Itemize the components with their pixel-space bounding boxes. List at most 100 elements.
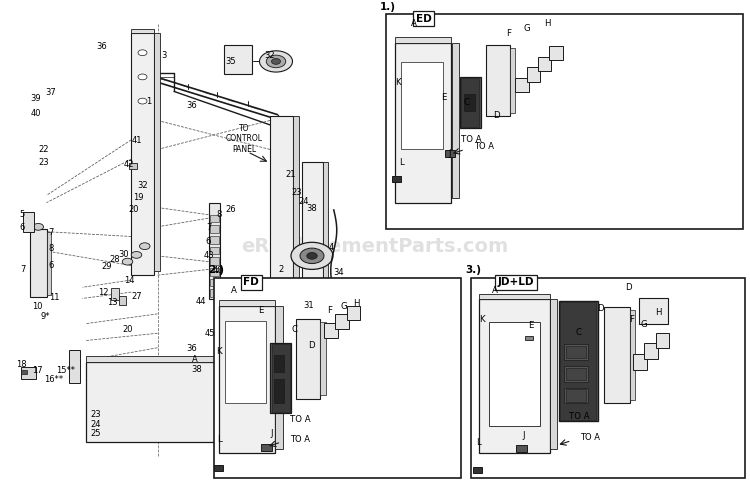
Bar	[656, 333, 669, 348]
Text: E: E	[528, 322, 534, 330]
Bar	[633, 354, 646, 369]
Text: F: F	[328, 305, 332, 315]
Bar	[564, 345, 588, 360]
Bar	[460, 77, 481, 128]
Bar	[395, 37, 451, 43]
Bar	[154, 33, 160, 271]
Text: 23: 23	[291, 188, 302, 198]
Bar	[564, 388, 588, 404]
Text: 7: 7	[48, 228, 54, 237]
Text: 43: 43	[203, 251, 214, 261]
Text: TO A: TO A	[580, 433, 601, 442]
Text: 5: 5	[20, 210, 26, 219]
Text: D: D	[494, 111, 500, 120]
Text: 12: 12	[98, 287, 109, 297]
Text: TO A: TO A	[568, 412, 590, 421]
Bar	[392, 176, 400, 182]
Text: 37: 37	[46, 88, 56, 97]
Bar	[525, 336, 532, 341]
Bar	[302, 162, 322, 306]
Text: H: H	[353, 299, 359, 308]
Bar	[515, 78, 529, 92]
Text: C: C	[291, 325, 297, 334]
Bar	[219, 300, 275, 305]
Text: K: K	[216, 347, 222, 356]
Text: 35: 35	[226, 57, 236, 66]
Text: 40: 40	[212, 266, 223, 275]
Bar	[489, 322, 540, 426]
Bar	[322, 162, 328, 303]
Text: 4: 4	[328, 243, 334, 252]
Bar	[550, 299, 557, 449]
Text: F: F	[629, 315, 634, 324]
Text: 6: 6	[206, 237, 212, 246]
Text: 9*: 9*	[40, 312, 50, 321]
Text: 2.): 2.)	[208, 265, 224, 275]
Text: F: F	[506, 29, 511, 38]
Text: C: C	[464, 98, 470, 106]
Circle shape	[266, 55, 286, 68]
Text: L: L	[476, 438, 481, 447]
Bar	[452, 43, 459, 198]
Bar	[639, 299, 668, 324]
Bar	[274, 355, 284, 372]
Bar	[346, 305, 360, 320]
Text: 29: 29	[101, 262, 112, 271]
Text: 16**: 16**	[44, 375, 64, 384]
Text: 32: 32	[137, 181, 148, 190]
Circle shape	[138, 74, 147, 80]
Text: 26: 26	[226, 205, 236, 214]
Text: 36: 36	[186, 344, 196, 353]
Circle shape	[260, 51, 292, 72]
Text: A: A	[231, 286, 237, 295]
Text: A: A	[492, 286, 498, 295]
Text: 36: 36	[96, 42, 106, 51]
Text: 8: 8	[48, 244, 54, 253]
Bar	[464, 94, 475, 111]
Text: J: J	[522, 431, 525, 440]
Text: 24: 24	[91, 420, 101, 428]
Bar	[604, 306, 630, 404]
Bar	[566, 346, 586, 358]
Text: 1.): 1.)	[380, 1, 396, 12]
Bar	[272, 344, 290, 412]
Bar	[214, 465, 223, 471]
Text: G: G	[524, 24, 530, 33]
Circle shape	[138, 98, 147, 104]
Text: 34: 34	[334, 268, 344, 277]
Text: 38: 38	[306, 204, 316, 213]
Text: 42: 42	[124, 161, 134, 169]
Text: 11: 11	[49, 293, 59, 303]
Text: L: L	[399, 159, 404, 167]
Bar	[261, 444, 272, 451]
Text: 36: 36	[186, 102, 196, 110]
Text: 41: 41	[131, 136, 142, 145]
Bar	[445, 150, 455, 157]
Bar	[559, 301, 598, 421]
Circle shape	[122, 258, 133, 265]
Bar	[386, 14, 742, 229]
Text: 23: 23	[38, 159, 49, 167]
Bar	[566, 389, 586, 402]
Text: D: D	[308, 341, 314, 350]
Bar	[335, 314, 349, 329]
Bar	[566, 367, 586, 380]
Text: J: J	[448, 149, 452, 158]
Bar	[274, 379, 284, 404]
Text: 38: 38	[191, 365, 202, 374]
Bar	[210, 279, 219, 286]
Text: JD+LD: JD+LD	[498, 278, 534, 287]
Text: L: L	[217, 435, 221, 444]
Text: TO A: TO A	[460, 135, 482, 144]
Bar	[111, 288, 118, 300]
Bar	[210, 236, 219, 244]
Text: TO A: TO A	[290, 415, 310, 424]
Bar	[270, 343, 291, 413]
Text: D: D	[626, 283, 632, 292]
Text: 24: 24	[298, 197, 309, 206]
Text: K: K	[394, 78, 400, 87]
Bar	[22, 212, 34, 232]
Text: 2: 2	[279, 265, 284, 274]
Text: 14: 14	[124, 276, 134, 285]
Text: 28: 28	[110, 255, 120, 264]
